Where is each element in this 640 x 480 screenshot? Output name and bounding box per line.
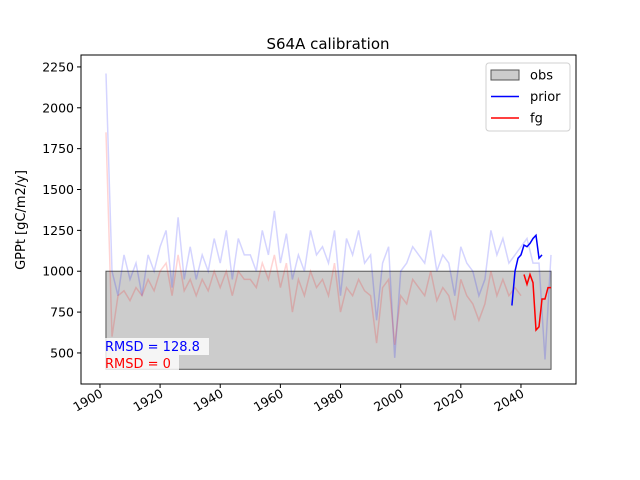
annotation: RMSD = 0: [105, 357, 171, 372]
history-line: [105, 132, 522, 345]
legend: obs prior fg: [485, 62, 571, 132]
y-tick-label: 1250: [42, 223, 74, 238]
y-tick-label: 750: [50, 305, 74, 320]
series-line: [523, 272, 551, 332]
x-tick-label: 2020: [431, 386, 466, 415]
plot-area: [105, 73, 552, 370]
x-tick-label: 2000: [371, 386, 406, 415]
x-tick-label: 1960: [251, 386, 286, 415]
x-tick-label: 1940: [191, 386, 226, 415]
legend-label: fg: [530, 112, 543, 127]
axes-frame: [80, 54, 577, 385]
legend-label: obs: [530, 69, 553, 84]
y-tick-label: 1500: [42, 182, 74, 197]
x-tick-label: 1900: [70, 386, 105, 415]
x-tick-label: 2040: [491, 386, 526, 415]
legend-swatch: [490, 69, 520, 81]
legend-label: prior: [530, 90, 561, 105]
annotation-box: [103, 338, 209, 355]
y-tick-label: 2250: [42, 59, 74, 74]
history-line: [105, 73, 552, 360]
x-tick-label: 1980: [311, 386, 346, 415]
y-tick-label: 1000: [42, 264, 74, 279]
series-line: [511, 233, 543, 306]
y-axis-label: GPPt [gC/m2/y]: [14, 170, 29, 270]
x-tick-label: 1920: [131, 386, 166, 415]
chart-title: S64A calibration: [266, 35, 389, 53]
annotation-box: [103, 355, 179, 372]
y-tick-label: 1750: [42, 141, 74, 156]
annotation: RMSD = 128.8: [105, 340, 200, 355]
y-tick-label: 2000: [42, 100, 74, 115]
y-tick-label: 500: [50, 345, 74, 360]
